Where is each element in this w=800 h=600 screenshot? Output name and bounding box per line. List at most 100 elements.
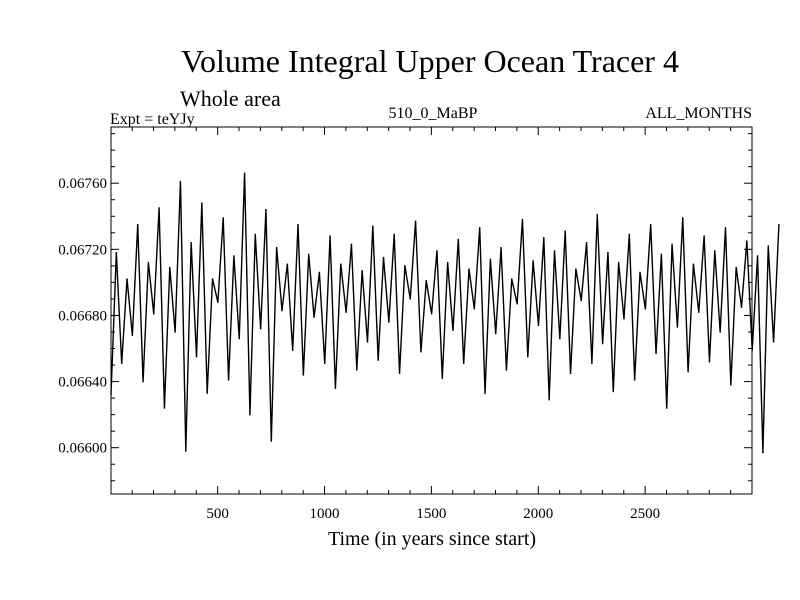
data-point: [495, 332, 497, 335]
data-point: [655, 352, 657, 355]
data-point: [158, 207, 160, 209]
data-point: [617, 261, 620, 264]
data-point: [238, 337, 240, 340]
data-point: [564, 230, 566, 232]
data-point: [473, 308, 476, 310]
data-point: [211, 278, 214, 280]
data-point: [735, 266, 737, 269]
data-point: [382, 256, 385, 259]
data-point: [404, 265, 406, 267]
x-axis-label: Time (in years since start): [328, 528, 536, 550]
data-point: [425, 280, 427, 282]
data-point: [302, 374, 305, 376]
data-point: [377, 359, 379, 361]
data-point: [350, 243, 353, 246]
data-point: [703, 235, 705, 237]
data-point: [163, 407, 166, 409]
data-point: [361, 270, 363, 272]
data-point: [120, 362, 123, 365]
data-point: [719, 331, 721, 333]
period-label: 510_0_MaBP: [389, 105, 478, 122]
data-point: [233, 255, 235, 257]
data-point: [676, 326, 679, 328]
data-point: [254, 233, 256, 236]
data-point: [270, 440, 272, 442]
data-layer: [110, 172, 780, 454]
data-point: [580, 299, 582, 302]
data-point: [569, 372, 572, 375]
months-label: ALL_MONTHS: [645, 105, 752, 122]
data-point: [756, 255, 759, 257]
data-point: [420, 351, 422, 353]
data-point: [281, 309, 283, 312]
data-point: [479, 227, 481, 229]
data-point: [511, 278, 513, 280]
data-point: [115, 251, 118, 254]
chart-title: Volume Integral Upper Ocean Tracer 4: [181, 43, 679, 79]
data-point: [746, 240, 748, 242]
tick-layer: 500 1000 1500 2000 2500 0.06600 0.06640 0.06680…: [58, 127, 752, 522]
data-point: [388, 321, 390, 323]
data-point: [398, 372, 401, 375]
data-point: [222, 217, 224, 219]
data-point: [201, 202, 203, 204]
data-point: [334, 387, 337, 389]
data-point: [666, 407, 668, 409]
data-point: [340, 263, 342, 265]
data-point: [698, 311, 700, 313]
data-point: [585, 242, 588, 244]
data-point: [682, 217, 684, 219]
data-point: [436, 250, 438, 252]
data-point: [446, 261, 449, 264]
data-point: [553, 250, 556, 252]
data-point: [516, 303, 518, 305]
data-point: [633, 379, 636, 381]
x-tick-label: 500: [206, 506, 229, 522]
data-point: [601, 342, 604, 345]
data-point: [227, 379, 230, 381]
data-point: [537, 324, 540, 327]
data-point: [730, 384, 732, 386]
data-point: [500, 246, 502, 249]
data-point: [409, 298, 411, 300]
data-point: [249, 413, 251, 416]
data-point: [772, 341, 775, 343]
data-point: [692, 263, 695, 265]
y-tick-label: 0.06600: [58, 441, 107, 457]
data-point: [543, 237, 545, 239]
data-point: [259, 327, 262, 330]
data-point: [131, 334, 134, 336]
data-point: [265, 208, 267, 211]
data-point: [195, 356, 198, 358]
data-point: [671, 243, 673, 246]
data-point: [548, 399, 550, 401]
data-point: [607, 251, 609, 254]
data-point: [137, 223, 139, 226]
data-point: [217, 301, 219, 303]
data-point: [441, 377, 443, 379]
data-point: [575, 268, 577, 270]
y-tick-label: 0.06680: [58, 308, 107, 324]
data-point: [468, 268, 470, 270]
data-point: [324, 362, 326, 365]
data-point: [275, 246, 278, 249]
data-point: [169, 266, 171, 269]
data-point: [708, 361, 711, 363]
data-point: [596, 213, 598, 216]
data-point: [179, 180, 182, 183]
data-point: [628, 233, 631, 236]
data-point: [206, 392, 208, 394]
data-point: [243, 172, 246, 174]
data-point: [623, 318, 625, 320]
data-point: [366, 341, 369, 343]
data-point: [345, 311, 347, 313]
data-point: [291, 349, 294, 351]
data-point: [527, 356, 529, 358]
data-point: [660, 253, 663, 255]
data-point: [126, 278, 128, 280]
data-point: [714, 250, 716, 252]
data-point: [356, 369, 358, 371]
x-tick-label: 2500: [630, 506, 660, 522]
data-point: [687, 370, 689, 373]
data-point: [532, 260, 534, 262]
